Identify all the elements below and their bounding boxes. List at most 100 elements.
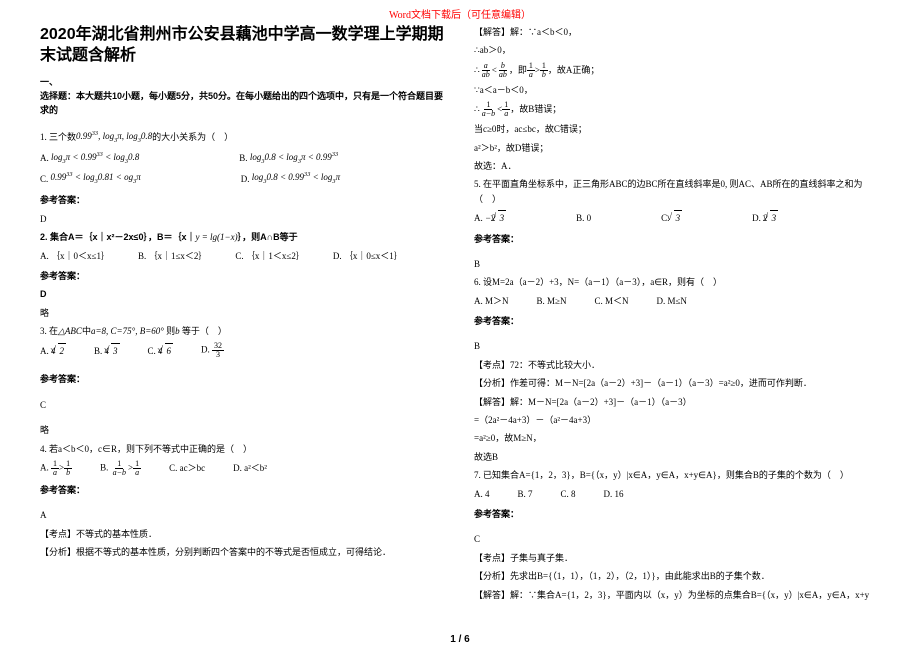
q7-A: A. 4 [474, 487, 490, 501]
q3-ans-label: 参考答案： [40, 372, 446, 386]
q7-C: C. 8 [561, 487, 576, 501]
q5-D: D. 23 [752, 210, 778, 225]
q2-D: D. ｛x｜0≤x＜1｝ [333, 249, 403, 263]
section-1-num: 一、 [40, 77, 58, 87]
q4-D: D. a²＜b² [233, 461, 267, 475]
solve-l2-mid: ，即 [509, 63, 527, 77]
q5-ans: B [474, 257, 880, 271]
q4-point: 【考点】不等式的基本性质． [40, 527, 446, 541]
q6-solve-l2: =a²≥0，故M≥N， [474, 431, 880, 445]
q4-A: A. 1a>1b [40, 460, 72, 477]
q6-A: A. M＞N [474, 294, 509, 308]
q6-solve-l1: =（2a²－4a+3）－（a²－4a+3） [474, 413, 880, 427]
q2-C: C. ｛x｜1＜x≤2｝ [235, 249, 304, 263]
q2-expr: y = lg(1−x) [195, 230, 237, 244]
q6-solve-label: 【解答】解：M－N=[2a（a－2）+3]－（a－1）（a－3） [474, 395, 880, 409]
solve-l2-post: ，故A正确； [548, 63, 600, 77]
q3-A: A. 42 [40, 343, 66, 358]
q4-B: B. 1a−b>1a [100, 460, 141, 477]
q4-analysis: 【分析】根据不等式的基本性质，分别判断四个答案中的不等式是否恒成立，可得结论． [40, 545, 446, 559]
q1-text: 1. 三个数 [40, 130, 76, 144]
q5-ans-label: 参考答案： [474, 232, 880, 246]
solve-l5: 当c≥0时，ac≤bc，故C错误； [474, 122, 880, 136]
q5-A: A. −23 [474, 210, 506, 225]
q2-tail: ｝，则A∩B等于 [238, 230, 298, 244]
solve-l2: ∴ aab<bab ，即 1a>1b ，故A正确； [474, 62, 880, 79]
q2-opts: A. ｛x｜0＜x≤1｝ B. ｛x｜1≤x＜2｝ C. ｛x｜1＜x≤2｝ D… [40, 249, 446, 263]
q2-text: 2. 集合A＝｛x｜x²－2x≤0｝，B＝｛x｜ [40, 230, 195, 244]
q6-opts: A. M＞N B. M≥N C. M＜N D. M≤N [474, 294, 880, 308]
q3-opts: A. 42 B. 43 C. 46 D. 323 [40, 342, 446, 359]
q6-solve-l3: 故选B [474, 450, 880, 464]
q6-B: B. M≥N [537, 294, 567, 308]
q2-note: 略 [40, 306, 446, 320]
q6-D: D. M≤N [656, 294, 686, 308]
q6-stem: 6. 设M=2a（a－2）+3，N=（a－1）（a－3），a∈R，则有（ ） [474, 275, 880, 289]
left-column: 2020年湖北省荆州市公安县藕池中学高一数学理上学期期末试题含解析 一、 选择题… [40, 25, 446, 602]
q1-stem: 1. 三个数 0.9933, log3π, log30.8 的大小关系为（ ） [40, 129, 446, 146]
q3-B: B. 43 [94, 343, 120, 358]
solve-l3: ∵a＜a－b＜0， [474, 83, 880, 97]
q1-row1: A. log3π < 0.9933 < log30.8 B. log30.8 <… [40, 150, 446, 167]
q5-stem: 5. 在平面直角坐标系中，正三角形ABC的边BC所在直线斜率是0, 则AC、AB… [474, 177, 880, 206]
q4-ans: A [40, 508, 446, 522]
q1-D-label: D. [241, 172, 250, 186]
q3-stem: 3. 在△ABC中a=8, C=75°, B=60° 则b 等于（ ） [40, 324, 446, 338]
q5-opts: A. −23 B. 0 C. 3 D. 23 [474, 210, 880, 225]
q7-ans: C [474, 532, 880, 546]
header-notice: Word文档下载后（可任意编辑） [0, 0, 920, 25]
q7-opts: A. 4 B. 7 C. 8 D. 16 [474, 487, 880, 501]
doc-title: 2020年湖北省荆州市公安县藕池中学高一数学理上学期期末试题含解析 [40, 25, 446, 67]
q2-B: B. ｛x｜1≤x＜2｝ [138, 249, 207, 263]
q1-B-expr: log30.8 < log3π < 0.9933 [250, 150, 338, 167]
q3-C: C. 46 [148, 343, 174, 358]
right-column: 【解答】解：∵a＜b＜0， ∴ab＞0， ∴ aab<bab ，即 1a>1b … [474, 25, 880, 602]
q6-ans-label: 参考答案： [474, 314, 880, 328]
q1-C-expr: 0.9933 < log30.81 < og3π [51, 170, 141, 187]
q5-B: B. 0 [576, 211, 591, 225]
q1-A-label: A. [40, 151, 49, 165]
q7-solve: 【解答】解：∵集合A={1，2，3}，平面内以（x，y）为坐标的点集合B={（x… [474, 588, 880, 602]
q6-analysis: 【分析】作差可得：M－N=[2a（a－2）+3]－（a－1）（a－3）=a²≥0… [474, 376, 880, 390]
q1-C-label: C. [40, 172, 48, 186]
q2-A: A. ｛x｜0＜x≤1｝ [40, 249, 110, 263]
q1-ans: D [40, 212, 446, 226]
q7-stem: 7. 已知集合A={1，2，3}，B={（x，y）|x∈A，y∈A，x+y∈A}… [474, 468, 880, 482]
q4-stem: 4. 若a＜b＜0，c∈R，则下列不等式中正确的是（ ） [40, 442, 446, 456]
q2-ans-label: 参考答案： [40, 269, 446, 283]
q3-note: 略 [40, 423, 446, 437]
q1-B-label: B. [239, 151, 247, 165]
q4-C: C. ac＞bc [169, 461, 205, 475]
q3-ans: C [40, 398, 446, 412]
q1-ans-label: 参考答案： [40, 193, 446, 207]
solve-l4-post: ，故B错误； [510, 102, 561, 116]
q7-analysis: 【分析】先求出B={（1，1），（1，2），（2，1）}，由此能求出B的子集个数… [474, 569, 880, 583]
q3-text: 3. 在△ABC中a=8, C=75°, B=60° 则b 等于（ ） [40, 324, 227, 338]
page-body: 2020年湖北省荆州市公安县藕池中学高一数学理上学期期末试题含解析 一、 选择题… [0, 25, 920, 602]
solve-l6: a²＞b²，故D错误； [474, 141, 880, 155]
q7-D: D. 16 [604, 487, 624, 501]
q6-ans: B [474, 339, 880, 353]
q1-row2: C. 0.9933 < log30.81 < og3π D. log30.8 <… [40, 170, 446, 187]
solve-l7: 故选：A． [474, 159, 880, 173]
q1-A-expr: log3π < 0.9933 < log30.8 [51, 150, 139, 167]
section-1-head: 一、 选择题：本大题共10小题，每小题5分，共50分。在每小题给出的四个选项中，… [40, 75, 446, 118]
section-1-desc: 选择题：本大题共10小题，每小题5分，共50分。在每小题给出的四个选项中，只有是… [40, 91, 443, 115]
q7-ans-label: 参考答案： [474, 507, 880, 521]
page-footer: 1 / 6 [0, 634, 920, 645]
q1-expr: 0.9933, log3π, log30.8 [76, 129, 152, 146]
q7-B: B. 7 [518, 487, 533, 501]
solve-l4: ∴ 1a−b<1a ，故B错误； [474, 101, 880, 118]
q6-C: C. M＜N [594, 294, 628, 308]
solve-label: 【解答】解：∵a＜b＜0， [474, 25, 880, 39]
q4-opts: A. 1a>1b B. 1a−b>1a C. ac＞bc D. a²＜b² [40, 460, 446, 477]
q1-D-expr: log30.8 < 0.9933 < log3π [252, 170, 340, 187]
q2-stem: 2. 集合A＝｛x｜x²－2x≤0｝，B＝｛x｜ y = lg(1−x) ｝，则… [40, 230, 446, 244]
solve-l1: ∴ab＞0， [474, 43, 880, 57]
q4-ans-label: 参考答案： [40, 483, 446, 497]
q6-point: 【考点】72：不等式比较大小． [474, 358, 880, 372]
q5-C: C. 3 [661, 210, 682, 225]
q1-tail: 的大小关系为（ ） [152, 130, 233, 144]
q2-ans: D [40, 287, 446, 301]
q3-D: D. 323 [201, 342, 224, 359]
